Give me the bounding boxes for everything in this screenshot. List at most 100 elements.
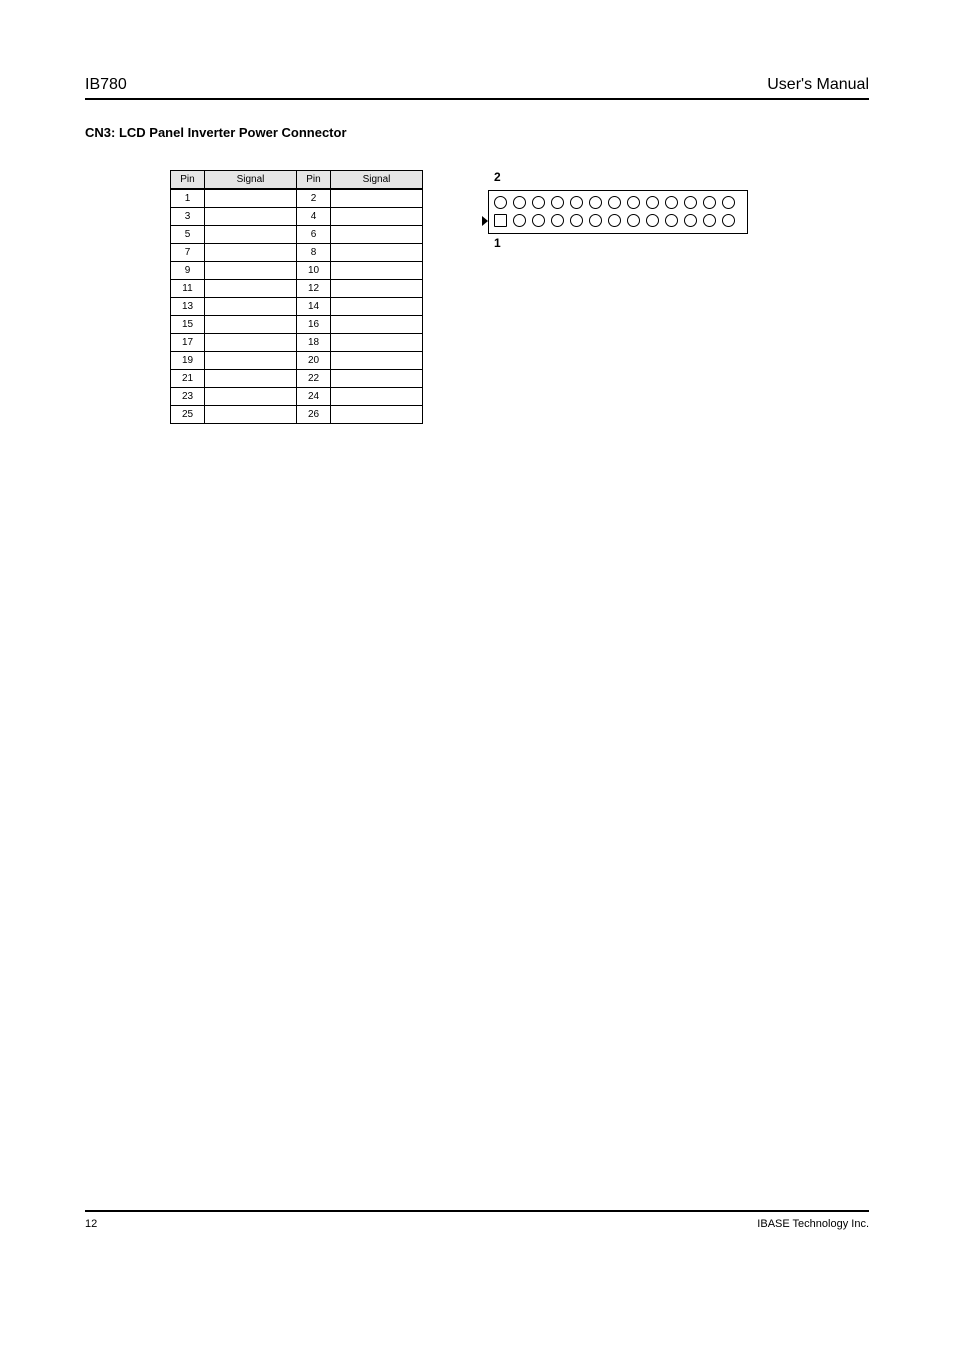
table-cell: 18 <box>297 334 331 352</box>
table-cell: 13 <box>171 298 205 316</box>
pin-row-top <box>494 196 735 209</box>
col-header-pin2: Pin <box>297 171 331 190</box>
table-cell: 26 <box>297 406 331 424</box>
table-body: 1234567891011121314151617181920212223242… <box>171 189 423 424</box>
table-cell <box>331 280 423 298</box>
table-cell <box>205 388 297 406</box>
table-row: 56 <box>171 226 423 244</box>
table-cell <box>205 370 297 388</box>
table-cell <box>331 208 423 226</box>
connector-pin <box>608 196 621 209</box>
table-cell: 7 <box>171 244 205 262</box>
pin1-marker-icon <box>482 216 488 226</box>
connector-pin <box>703 214 716 227</box>
table-row: 25 26 <box>171 406 423 424</box>
table-cell <box>331 226 423 244</box>
header-right-text: User's Manual <box>767 76 869 94</box>
table-cell <box>331 298 423 316</box>
page-footer: 12 IBASE Technology Inc. <box>85 1210 869 1230</box>
table-row: 23 24 <box>171 388 423 406</box>
table-cell: 15 <box>171 316 205 334</box>
table-cell <box>331 189 423 208</box>
table-cell <box>205 298 297 316</box>
table-cell: 4 <box>297 208 331 226</box>
connector-pin <box>722 214 735 227</box>
connector-pin <box>589 214 602 227</box>
connector-diagram: 2 1 <box>478 170 758 260</box>
pin-label-bottom: 1 <box>494 236 501 250</box>
table-cell: 21 <box>171 370 205 388</box>
table-cell <box>205 352 297 370</box>
connector-pin <box>532 196 545 209</box>
table-row: 11 12 <box>171 280 423 298</box>
connector-pin <box>665 196 678 209</box>
table-cell <box>331 244 423 262</box>
table-cell: 24 <box>297 388 331 406</box>
connector-pin <box>684 214 697 227</box>
table-row: 1718 <box>171 334 423 352</box>
table-row: 1920 <box>171 352 423 370</box>
header-left-text: IB780 <box>85 76 127 94</box>
table-cell <box>331 406 423 424</box>
connector-pin <box>551 196 564 209</box>
connector-pin <box>608 214 621 227</box>
table-cell <box>205 316 297 334</box>
table-cell <box>331 370 423 388</box>
table-cell: 20 <box>297 352 331 370</box>
col-header-pin: Pin <box>171 171 205 190</box>
table-cell: 23 <box>171 388 205 406</box>
table-row: 34 <box>171 208 423 226</box>
page-header: IB780 User's Manual <box>85 60 869 100</box>
table-cell: 22 <box>297 370 331 388</box>
table-cell: 10 <box>297 262 331 280</box>
connector-pin <box>722 196 735 209</box>
connector-pin <box>627 196 640 209</box>
table-cell <box>205 226 297 244</box>
table-cell <box>205 406 297 424</box>
table-cell <box>205 280 297 298</box>
connector-pin <box>551 214 564 227</box>
table-cell: 3 <box>171 208 205 226</box>
connector-pin <box>665 214 678 227</box>
connector-pin <box>627 214 640 227</box>
col-header-signal: Signal <box>205 171 297 190</box>
table-row: 13 14 <box>171 298 423 316</box>
table-cell <box>205 208 297 226</box>
table-cell <box>205 244 297 262</box>
col-header-signal2: Signal <box>331 171 423 190</box>
table-cell: 5 <box>171 226 205 244</box>
table-cell: 1 <box>171 189 205 208</box>
connector-pin <box>703 196 716 209</box>
connector-pin <box>646 214 659 227</box>
table-cell: 19 <box>171 352 205 370</box>
connector-pin <box>646 196 659 209</box>
connector-pin <box>570 196 583 209</box>
footer-company: IBASE Technology Inc. <box>757 1218 869 1230</box>
table-row: 21 22 <box>171 370 423 388</box>
table-row: 1516 <box>171 316 423 334</box>
connector-pin <box>532 214 545 227</box>
connector-pin <box>513 214 526 227</box>
table-cell <box>331 262 423 280</box>
table-row: 12 <box>171 189 423 208</box>
table-cell <box>205 189 297 208</box>
pin-row-bottom <box>494 214 735 227</box>
connector-pin <box>589 196 602 209</box>
table-cell: 11 <box>171 280 205 298</box>
connector-pin-1 <box>494 214 507 227</box>
table-cell <box>205 262 297 280</box>
connector-pin <box>494 196 507 209</box>
table-cell <box>331 334 423 352</box>
table-cell: 2 <box>297 189 331 208</box>
table-cell: 8 <box>297 244 331 262</box>
table-cell: 14 <box>297 298 331 316</box>
table-cell <box>331 352 423 370</box>
table-cell: 17 <box>171 334 205 352</box>
connector-pin <box>684 196 697 209</box>
table-cell <box>205 334 297 352</box>
table-cell: 16 <box>297 316 331 334</box>
table-row: 78 <box>171 244 423 262</box>
table-cell: 12 <box>297 280 331 298</box>
table-cell <box>331 388 423 406</box>
table-cell: 25 <box>171 406 205 424</box>
